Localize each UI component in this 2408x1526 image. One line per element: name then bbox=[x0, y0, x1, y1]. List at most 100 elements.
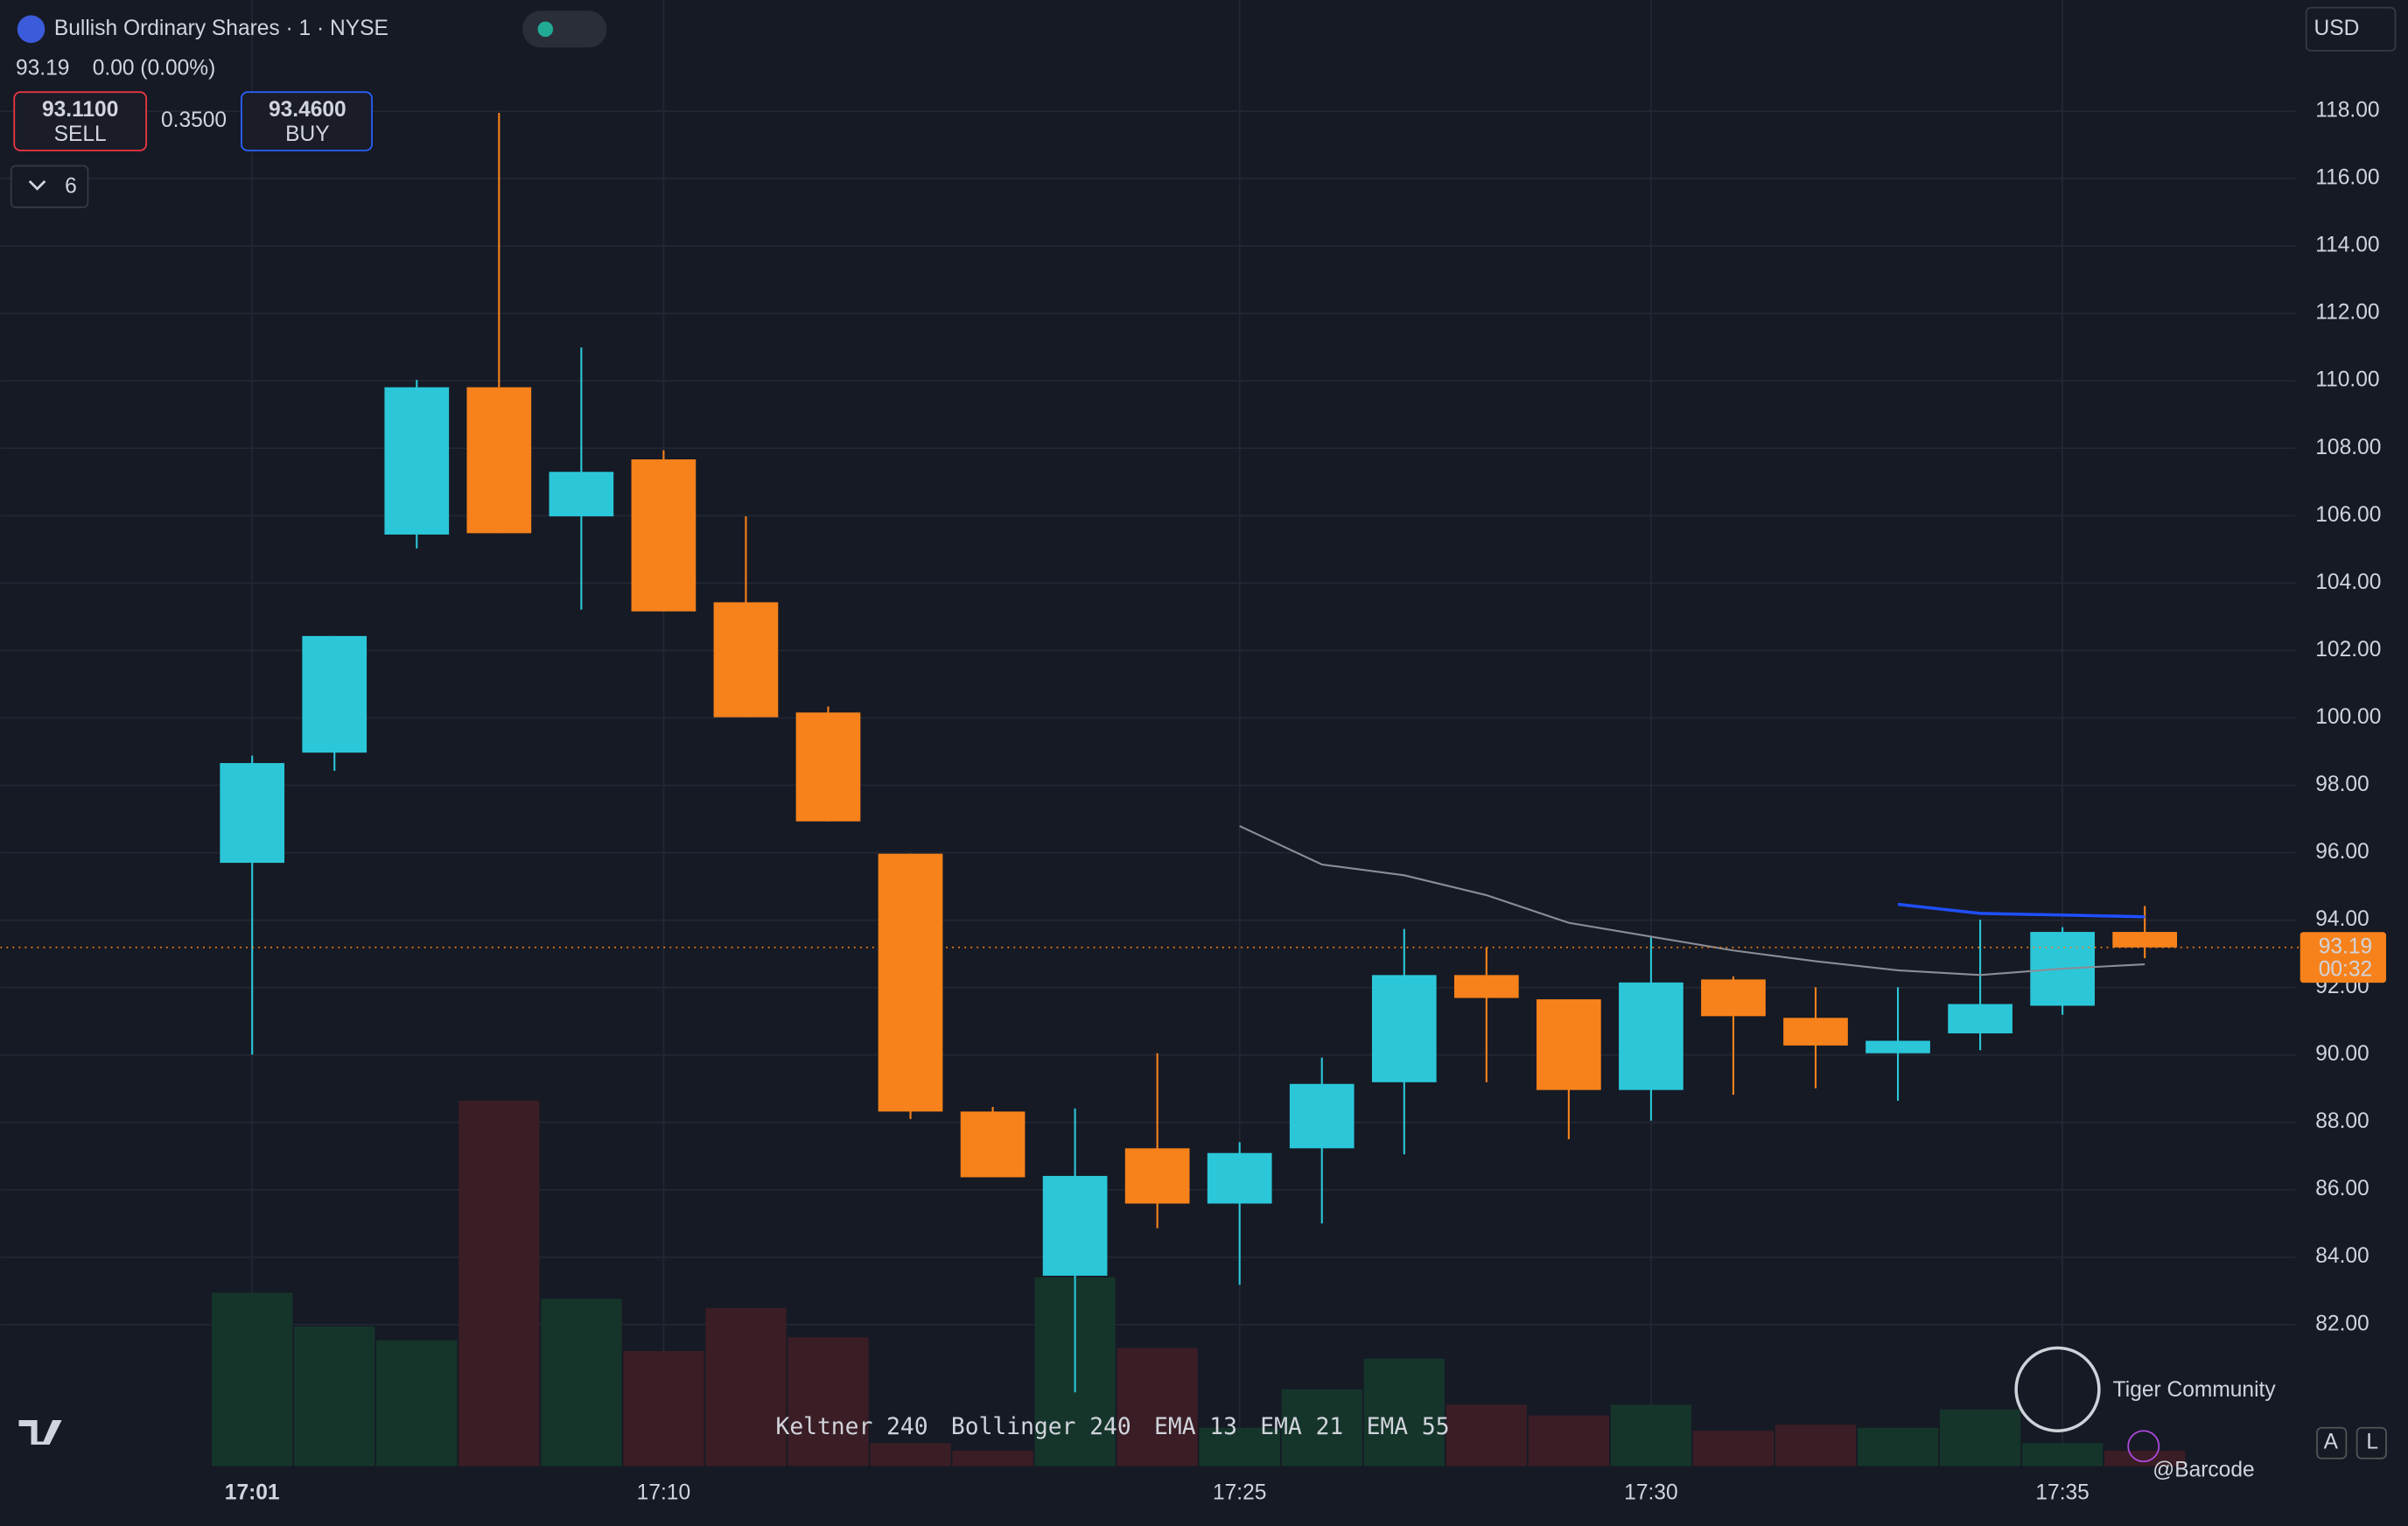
buy-price: 93.4600 bbox=[269, 98, 346, 122]
x-tick-label: 17:35 bbox=[2035, 1481, 2089, 1505]
indicator-name: EMA bbox=[1367, 1414, 1409, 1440]
x-tick-label: 17:30 bbox=[1624, 1481, 1677, 1505]
indicator-param: 240 bbox=[1089, 1414, 1131, 1440]
price-tag bbox=[2300, 932, 2386, 984]
candle-body bbox=[549, 472, 614, 517]
symbol-title: Bullish Ordinary Shares · 1 · NYSE bbox=[54, 17, 388, 40]
spread: 0.3500 bbox=[161, 108, 227, 132]
volume-bar bbox=[952, 1451, 1033, 1466]
price-tag-timer: 00:32 bbox=[2319, 958, 2372, 982]
candle-body bbox=[220, 763, 285, 864]
volume-bar bbox=[2021, 1443, 2104, 1466]
chevron bbox=[28, 180, 46, 191]
candle-body bbox=[1619, 982, 1684, 1090]
candle-body bbox=[1948, 1004, 2012, 1033]
flag-icon bbox=[17, 15, 46, 44]
volume-bar bbox=[623, 1350, 704, 1466]
volume-bar bbox=[870, 1443, 951, 1466]
indicator-param: 240 bbox=[886, 1414, 928, 1440]
volume-bar bbox=[458, 1100, 540, 1466]
indicator-name: EMA bbox=[1260, 1414, 1302, 1440]
y-tick-label: 84.00 bbox=[2315, 1244, 2369, 1268]
x-tick-label: 17:10 bbox=[637, 1481, 690, 1505]
brand-logo bbox=[2014, 1346, 2101, 1432]
x-tick-label: 17:25 bbox=[1213, 1481, 1266, 1505]
log-label: L bbox=[2366, 1431, 2378, 1454]
y-tick-label: 82.00 bbox=[2315, 1312, 2369, 1335]
y-tick-label: 86.00 bbox=[2315, 1177, 2369, 1200]
candle-body bbox=[302, 635, 368, 753]
volume-bar bbox=[1774, 1424, 1857, 1466]
candle-body bbox=[1783, 1018, 1848, 1046]
y-tick-label: 102.00 bbox=[2315, 638, 2381, 662]
candle-body bbox=[795, 712, 861, 822]
bolt-icon bbox=[2127, 1430, 2160, 1463]
volume-bar bbox=[2104, 1451, 2186, 1466]
volume-bar bbox=[541, 1298, 622, 1466]
candle-body bbox=[466, 387, 532, 534]
auto-label: A bbox=[2324, 1431, 2339, 1454]
y-tick-label: 100.00 bbox=[2315, 705, 2381, 729]
y-tick-label: 118.00 bbox=[2315, 99, 2379, 122]
volume-bar bbox=[1363, 1358, 1445, 1466]
y-tick-label: 112.00 bbox=[2315, 301, 2379, 325]
y-tick-label: 88.00 bbox=[2315, 1110, 2369, 1133]
y-tick-label: 104.00 bbox=[2315, 570, 2381, 594]
candle-body bbox=[1207, 1152, 1272, 1204]
candle-body bbox=[384, 387, 450, 535]
change: 0.00 (0.00%) bbox=[93, 56, 216, 80]
candle-body bbox=[1453, 975, 1519, 998]
volume-bar bbox=[1281, 1389, 1362, 1466]
brand: Tiger Community bbox=[2113, 1378, 2277, 1402]
y-tick-label: 110.00 bbox=[2315, 368, 2379, 392]
buy-button[interactable] bbox=[241, 91, 373, 151]
volume-bar bbox=[1116, 1348, 1198, 1466]
indicator-name: Bollinger bbox=[951, 1414, 1075, 1440]
candle-body bbox=[1124, 1148, 1190, 1204]
y-tick-label: 106.00 bbox=[2315, 503, 2381, 527]
volume-bar bbox=[294, 1326, 375, 1466]
volume-bar bbox=[705, 1307, 787, 1466]
status-dot bbox=[537, 21, 554, 38]
y-tick-label: 94.00 bbox=[2315, 907, 2369, 931]
y-tick-label: 114.00 bbox=[2315, 234, 2379, 257]
x-tick-label: 17:01 bbox=[225, 1481, 280, 1505]
volume-bar bbox=[1857, 1427, 1939, 1466]
buy-label: BUY bbox=[285, 122, 329, 146]
volume-bar bbox=[1939, 1409, 2021, 1466]
candle-body bbox=[1042, 1175, 1108, 1276]
volume-bar bbox=[1610, 1404, 1692, 1466]
candle-body bbox=[1866, 1040, 1930, 1054]
indicator-param: 55 bbox=[1422, 1414, 1450, 1440]
sell-label: SELL bbox=[54, 122, 107, 146]
sell-price: 93.1100 bbox=[42, 98, 118, 122]
currency: USD bbox=[2314, 17, 2360, 40]
volume-bar bbox=[1199, 1427, 1280, 1466]
indicator-line bbox=[1239, 825, 2146, 976]
price-tag-value: 93.19 bbox=[2319, 934, 2372, 958]
volume-bar bbox=[1528, 1415, 1610, 1466]
volume-bar bbox=[212, 1292, 293, 1466]
indicator-name: EMA bbox=[1154, 1414, 1196, 1440]
candle-body bbox=[713, 602, 779, 718]
y-tick-label: 90.00 bbox=[2315, 1042, 2369, 1066]
candle-body bbox=[1371, 975, 1437, 1082]
candle-body bbox=[1701, 979, 1766, 1017]
status-pill bbox=[522, 10, 607, 48]
layers-count: 6 bbox=[65, 175, 77, 199]
layers-toggle[interactable] bbox=[10, 164, 89, 208]
last-price: 93.19 bbox=[16, 56, 69, 80]
candle-body bbox=[960, 1111, 1026, 1178]
log-btn[interactable] bbox=[2356, 1426, 2387, 1460]
logo bbox=[18, 1419, 62, 1446]
candle-body bbox=[1536, 999, 1601, 1090]
sell-button[interactable] bbox=[13, 91, 148, 151]
auto-btn[interactable] bbox=[2316, 1426, 2348, 1460]
y-tick-label: 108.00 bbox=[2315, 436, 2381, 459]
currency-select[interactable] bbox=[2305, 6, 2397, 52]
y-tick-label: 116.00 bbox=[2315, 166, 2379, 190]
candle-body bbox=[2112, 932, 2178, 948]
